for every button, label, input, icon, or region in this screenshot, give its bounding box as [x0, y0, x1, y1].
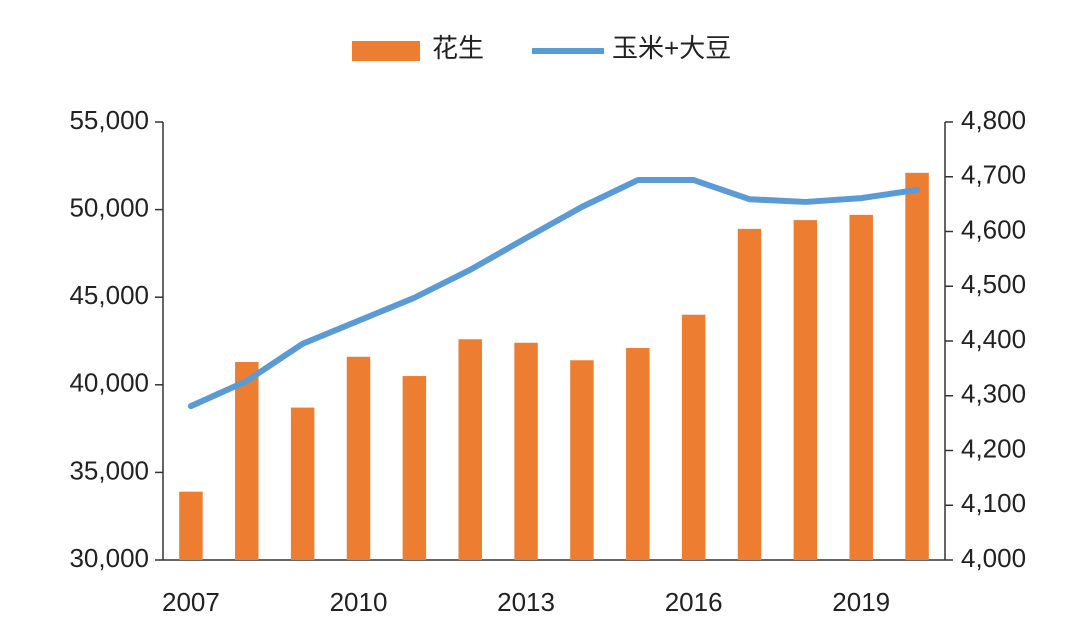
legend-label: 玉米+大豆: [612, 33, 731, 63]
y2-tick-label: 4,400: [961, 324, 1026, 354]
bar: [346, 356, 371, 560]
y2-tick-label: 4,800: [961, 105, 1026, 135]
x-tick-label: 2019: [832, 587, 890, 617]
bar: [905, 172, 929, 561]
y2-tick-label: 4,600: [961, 214, 1026, 244]
x-tick-label: 2010: [330, 587, 388, 617]
line: [187, 177, 921, 410]
bar: [514, 342, 538, 560]
bar: [849, 214, 873, 560]
y2-tick-label: 4,500: [961, 269, 1026, 299]
bar: [235, 362, 259, 560]
y-tick-label: 35,000: [69, 455, 149, 485]
bar: [626, 348, 650, 560]
bar: [737, 228, 762, 560]
bar: [793, 220, 818, 560]
bar: [290, 407, 315, 560]
y2-tick-label: 4,700: [961, 160, 1026, 190]
bar: [458, 339, 482, 560]
y-tick-label: 45,000: [69, 280, 149, 310]
bar: [570, 360, 594, 560]
y-tick-label: 55,000: [69, 105, 149, 135]
bar: [179, 491, 203, 560]
y-tick-label: 40,000: [69, 368, 149, 398]
y2-tick-label: 4,200: [961, 433, 1026, 463]
legend-swatch: [352, 41, 420, 61]
y-tick-label: 50,000: [69, 192, 149, 222]
y2-tick-label: 4,300: [961, 379, 1026, 409]
bar: [402, 376, 427, 560]
x-tick-label: 2013: [497, 587, 555, 617]
x-tick-label: 2007: [162, 587, 220, 617]
y2-tick-label: 4,100: [961, 488, 1026, 518]
y2-tick-label: 4,000: [961, 543, 1026, 573]
bar: [681, 314, 706, 560]
legend-label: 花生: [432, 33, 484, 63]
y-tick-label: 30,000: [69, 543, 149, 573]
x-tick-label: 2016: [665, 587, 723, 617]
